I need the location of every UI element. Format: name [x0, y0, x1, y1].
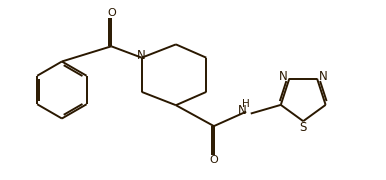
Text: O: O: [209, 155, 218, 165]
Text: N: N: [137, 49, 146, 62]
Text: N: N: [238, 104, 247, 117]
Text: S: S: [300, 121, 307, 134]
Text: O: O: [107, 8, 116, 18]
Text: N: N: [279, 70, 287, 83]
Text: N: N: [319, 70, 328, 83]
Text: H: H: [242, 99, 250, 109]
